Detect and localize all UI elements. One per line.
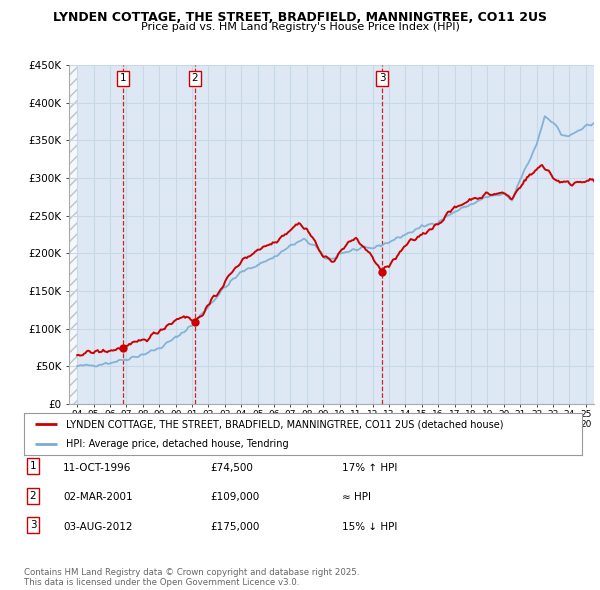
Text: 3: 3 [29,520,37,530]
Text: 15% ↓ HPI: 15% ↓ HPI [342,522,397,532]
Text: Price paid vs. HM Land Registry's House Price Index (HPI): Price paid vs. HM Land Registry's House … [140,22,460,32]
Text: 1: 1 [29,461,37,471]
Text: LYNDEN COTTAGE, THE STREET, BRADFIELD, MANNINGTREE, CO11 2US: LYNDEN COTTAGE, THE STREET, BRADFIELD, M… [53,11,547,24]
Text: £175,000: £175,000 [210,522,259,532]
Text: £109,000: £109,000 [210,492,259,502]
Text: 02-MAR-2001: 02-MAR-2001 [63,492,133,502]
Text: 03-AUG-2012: 03-AUG-2012 [63,522,133,532]
Text: £74,500: £74,500 [210,463,253,473]
Text: 2: 2 [29,491,37,501]
Text: 1: 1 [119,73,126,83]
Text: 2: 2 [191,73,198,83]
Text: LYNDEN COTTAGE, THE STREET, BRADFIELD, MANNINGTREE, CO11 2US (detached house): LYNDEN COTTAGE, THE STREET, BRADFIELD, M… [66,419,503,430]
Text: 11-OCT-1996: 11-OCT-1996 [63,463,131,473]
Text: HPI: Average price, detached house, Tendring: HPI: Average price, detached house, Tend… [66,439,289,449]
Text: ≈ HPI: ≈ HPI [342,492,371,502]
Text: 3: 3 [379,73,386,83]
Text: Contains HM Land Registry data © Crown copyright and database right 2025.
This d: Contains HM Land Registry data © Crown c… [24,568,359,587]
Text: 17% ↑ HPI: 17% ↑ HPI [342,463,397,473]
